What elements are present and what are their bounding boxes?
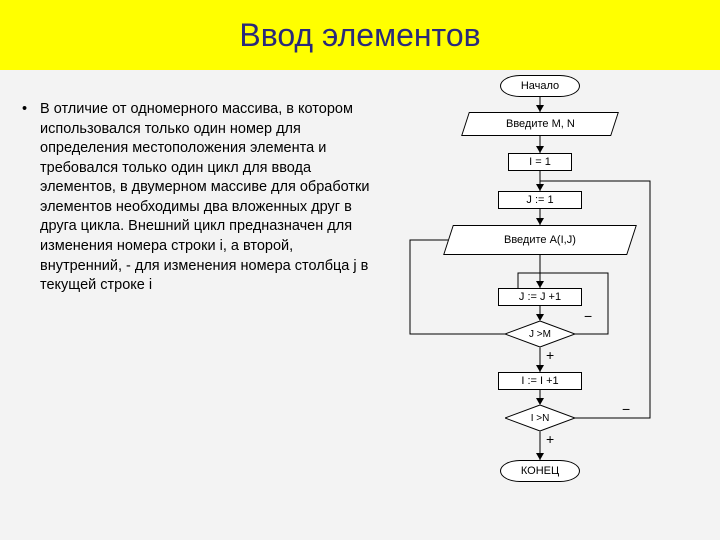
node-end: КОНЕЦ xyxy=(500,460,580,482)
node-label: Начало xyxy=(521,80,559,92)
node-start: Начало xyxy=(500,75,580,97)
flowchart: Начало Введите M, N I = 1 J := 1 Введите… xyxy=(380,75,710,535)
node-label: Введите M, N xyxy=(506,118,575,130)
node-label: Введите A(I,J) xyxy=(504,234,576,246)
node-label: I >N xyxy=(531,413,550,424)
edge-jgtm-plus: + xyxy=(546,347,554,363)
body-text: В отличие от одномерного массива, в кото… xyxy=(40,100,370,296)
node-label: I := I +1 xyxy=(521,375,558,387)
node-input-mn: Введите M, N xyxy=(461,112,619,136)
node-i-gt-n: I >N xyxy=(505,405,575,431)
node-label: I = 1 xyxy=(529,156,551,168)
node-input-aij: Введите A(I,J) xyxy=(443,225,637,255)
title-bar: Ввод элементов xyxy=(0,0,720,70)
node-label: J := J +1 xyxy=(519,291,561,303)
edge-igtn-minus: − xyxy=(622,401,630,417)
node-label: J := 1 xyxy=(526,194,553,206)
node-label: КОНЕЦ xyxy=(521,465,559,477)
page-title: Ввод элементов xyxy=(239,17,480,54)
node-i-inc: I := I +1 xyxy=(498,372,582,390)
node-i-eq-1: I = 1 xyxy=(508,153,572,171)
node-j-eq-1: J := 1 xyxy=(498,191,582,209)
edge-jgtm-minus: − xyxy=(584,308,592,324)
node-j-inc: J := J +1 xyxy=(498,288,582,306)
edge-igtn-plus: + xyxy=(546,431,554,447)
node-label: J >M xyxy=(529,329,551,340)
node-j-gt-m: J >M xyxy=(505,321,575,347)
